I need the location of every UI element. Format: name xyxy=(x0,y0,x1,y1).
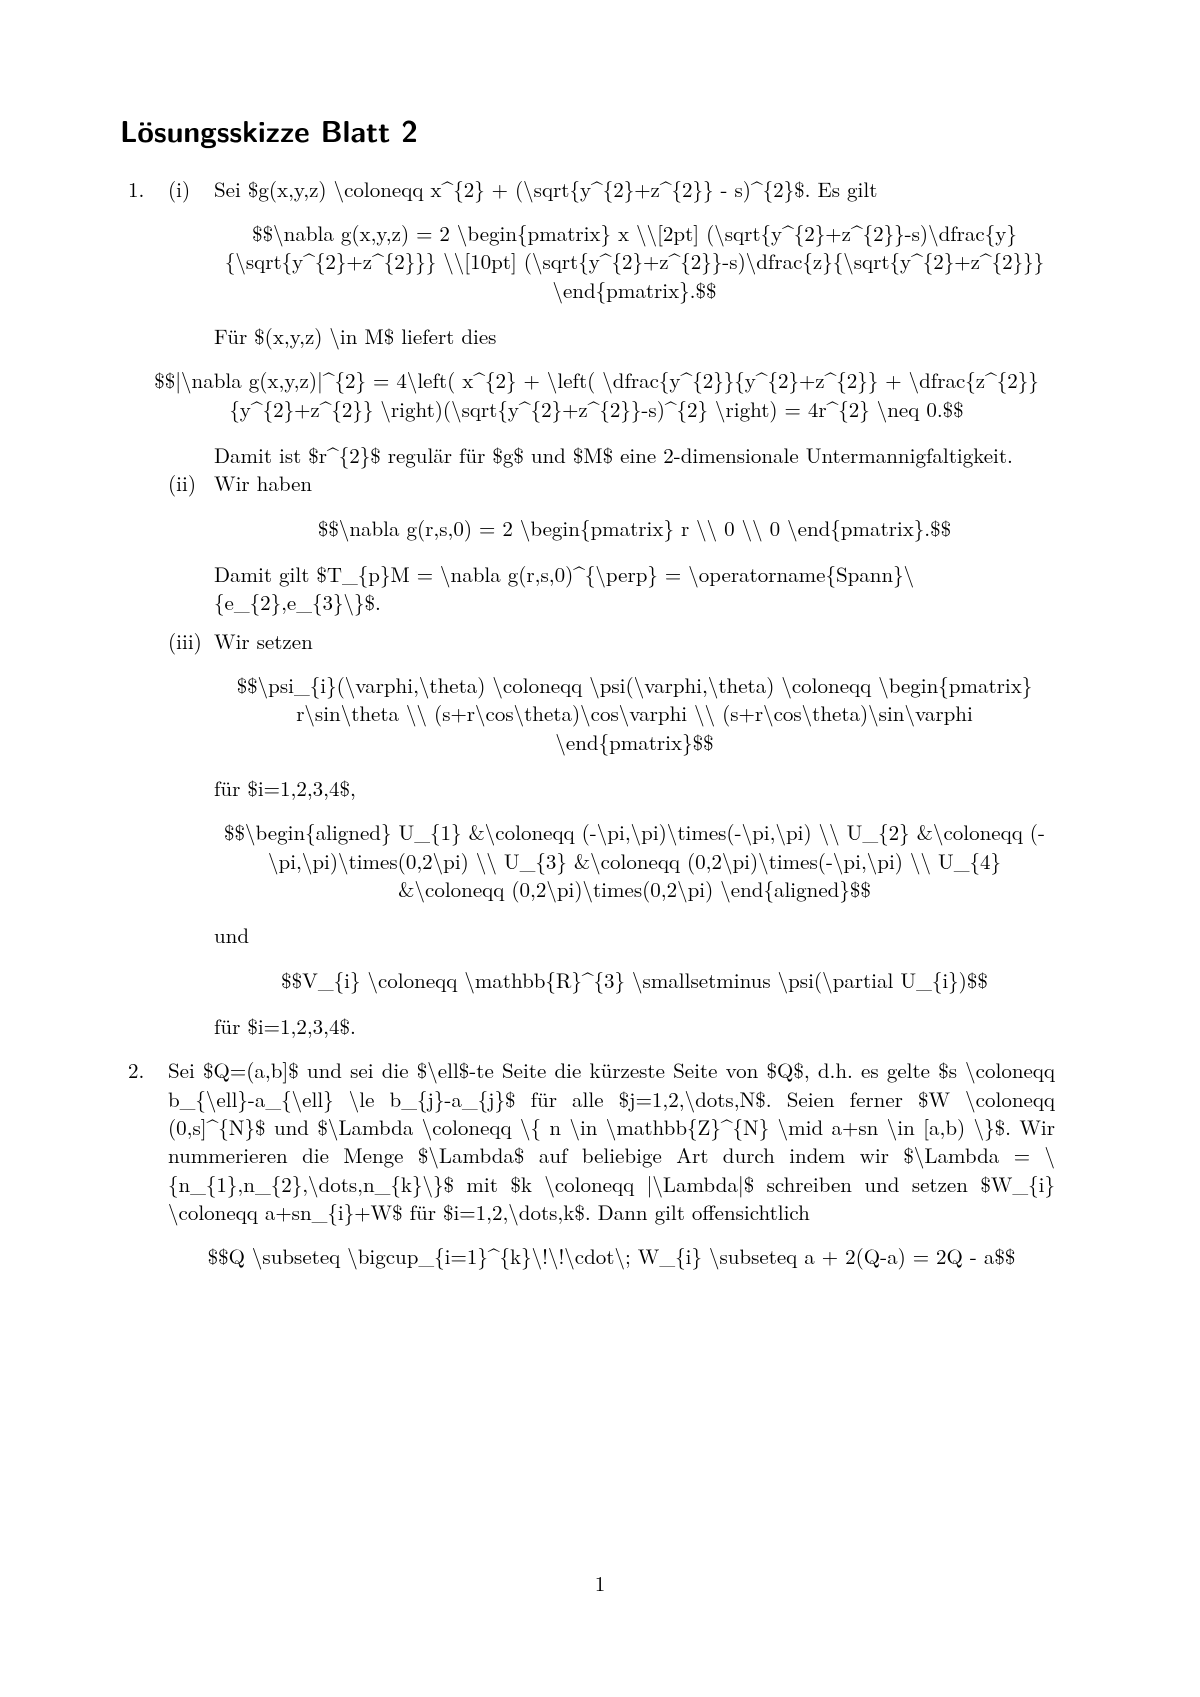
page-number: 1 xyxy=(0,1569,1200,1597)
text: Damit gilt $T_{p}M = \nabla g(r,s,0)^{\p… xyxy=(214,560,1055,617)
part-i: (i) Sei $g(x,y,z) \coloneqq x^{2} + (\sq… xyxy=(168,175,1055,351)
part-label: (ii) xyxy=(168,469,196,497)
text: für $i=1,2,3,4$. xyxy=(214,1012,1055,1040)
part-ii: (ii) Wir haben $$\nabla g(r,s,0) = 2 \be… xyxy=(168,469,1055,616)
equation: $$\nabla g(x,y,z) = 2 \begin{pmatrix} x … xyxy=(214,219,1055,304)
text: Für $(x,y,z) \in M$ liefert dies xyxy=(214,322,1055,350)
equation: $$Q \subseteq \bigcup_{i=1}^{k}\!\!\cdot… xyxy=(168,1242,1055,1270)
text: Wir haben xyxy=(214,468,312,498)
problem-2: 2. Sei $Q=(a,b]$ und sei die $\ell$-te S… xyxy=(120,1056,1055,1270)
text: Sei $g(x,y,z) \coloneqq x^{2} + (\sqrt{y… xyxy=(214,174,877,204)
page: Lösungsskizze Blatt 2 1. (i) Sei $g(x,y,… xyxy=(0,0,1200,1697)
part-iii: (iii) Wir setzen $$\psi_{i}(\varphi,\the… xyxy=(168,627,1055,1041)
text: Damit ist $r^{2}$ regulär für $g$ und $M… xyxy=(214,441,1055,469)
equation: $$\nabla g(r,s,0) = 2 \begin{pmatrix} r … xyxy=(214,514,1055,542)
page-title: Lösungsskizze Blatt 2 xyxy=(120,110,1055,151)
problem-number: 1. xyxy=(128,175,144,203)
equation: $$\psi_{i}(\varphi,\theta) \coloneqq \ps… xyxy=(214,671,1055,756)
text: Sei $Q=(a,b]$ und sei die $\ell$-te Seit… xyxy=(168,1056,1055,1226)
text: und xyxy=(214,921,1055,949)
equation: $$|\nabla g(x,y,z)|^{2} = 4\left( x^{2} … xyxy=(138,366,1055,423)
text: für $i=1,2,3,4$, xyxy=(214,774,1055,802)
equation: $$\begin{aligned} U_{1} &\coloneqq (-\pi… xyxy=(214,818,1055,903)
equation: $$V_{i} \coloneqq \mathbb{R}^{3} \smalls… xyxy=(214,966,1055,994)
part-list-cont: (ii) Wir haben $$\nabla g(r,s,0) = 2 \be… xyxy=(168,469,1055,1040)
part-label: (i) xyxy=(168,175,190,203)
part-label: (iii) xyxy=(168,627,202,655)
problem-1: 1. (i) Sei $g(x,y,z) \coloneqq x^{2} + (… xyxy=(120,175,1055,1041)
text: Wir setzen xyxy=(214,626,313,656)
problem-list: 1. (i) Sei $g(x,y,z) \coloneqq x^{2} + (… xyxy=(120,175,1055,1271)
part-list: (i) Sei $g(x,y,z) \coloneqq x^{2} + (\sq… xyxy=(168,175,1055,351)
problem-number: 2. xyxy=(128,1056,144,1084)
